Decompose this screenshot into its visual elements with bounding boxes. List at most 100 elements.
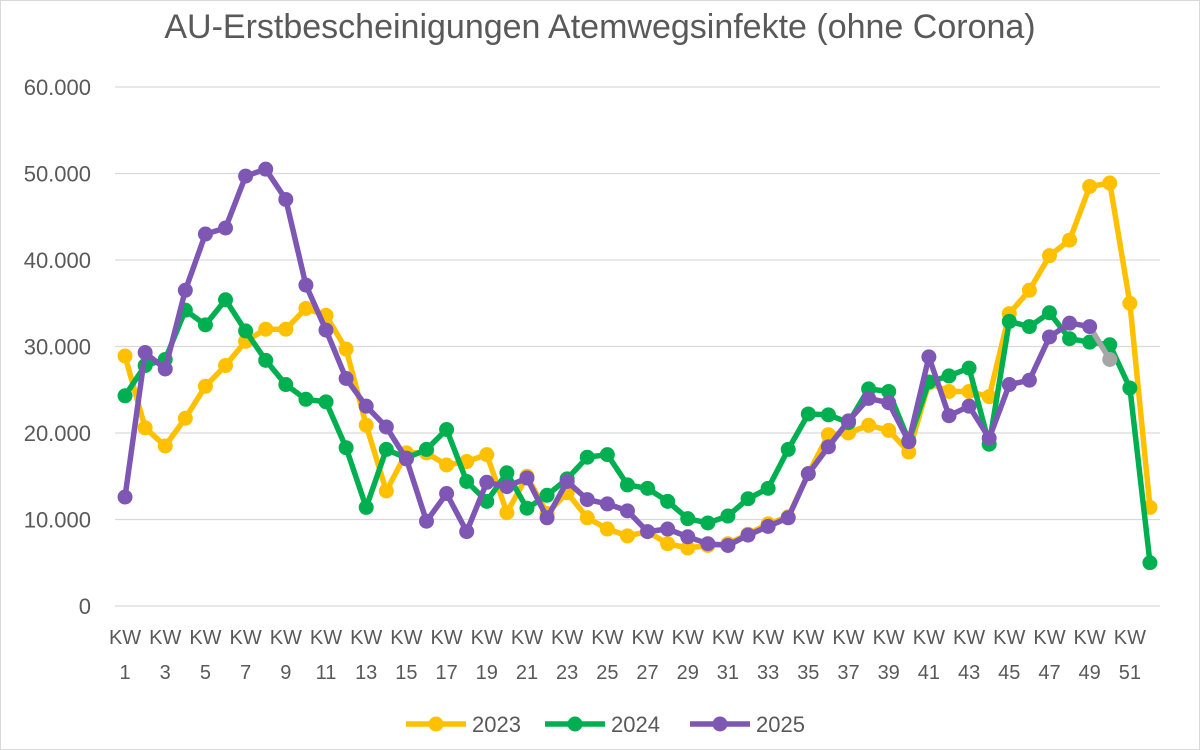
- series-line-2024: [122, 297, 1153, 566]
- data-point: [660, 493, 676, 509]
- data-point: [378, 441, 394, 457]
- data-point: [398, 451, 414, 467]
- x-tick-label: KW: [591, 627, 623, 649]
- x-tick-label: 51: [1119, 662, 1141, 684]
- x-tick-label: 3: [160, 662, 171, 684]
- data-point: [1062, 331, 1078, 347]
- data-point: [640, 480, 656, 496]
- data-point: [117, 489, 133, 505]
- x-tick-label: KW: [752, 627, 784, 649]
- x-tick-label: KW: [873, 627, 905, 649]
- x-tick-label: 31: [717, 662, 739, 684]
- x-tick-label: KW: [1114, 627, 1146, 649]
- data-point: [318, 322, 334, 338]
- x-tick-label: KW: [1033, 627, 1065, 649]
- data-point: [901, 434, 917, 450]
- x-tick-label: 25: [596, 662, 618, 684]
- legend-label: 2025: [756, 712, 805, 737]
- data-point: [961, 398, 977, 414]
- data-point: [720, 537, 736, 553]
- data-point: [800, 406, 816, 422]
- x-tick-label: 17: [435, 662, 457, 684]
- data-point: [1041, 329, 1057, 345]
- x-tick-label: 35: [797, 662, 819, 684]
- data-point: [338, 371, 354, 387]
- data-point: [298, 391, 314, 407]
- y-tick-label: 50.000: [24, 162, 91, 187]
- chart-title: AU-Erstbescheinigungen Atemwegsinfekte (…: [164, 8, 1036, 46]
- data-point: [559, 473, 575, 489]
- data-point: [1021, 282, 1037, 298]
- data-point: [338, 440, 354, 456]
- x-tick-label: 43: [958, 662, 980, 684]
- data-point: [1021, 319, 1037, 335]
- x-tick-label: 49: [1079, 662, 1101, 684]
- data-point: [901, 444, 917, 460]
- data-point: [579, 510, 595, 526]
- legend-swatch-marker: [712, 716, 728, 732]
- x-tick-label: KW: [551, 627, 583, 649]
- data-point: [599, 447, 615, 463]
- data-point: [499, 505, 515, 521]
- x-tick-label: KW: [953, 627, 985, 649]
- x-tick-label: KW: [270, 627, 302, 649]
- data-point: [740, 527, 756, 543]
- data-point: [177, 282, 193, 298]
- data-point: [981, 389, 997, 405]
- data-point: [619, 477, 635, 493]
- data-point: [640, 524, 656, 540]
- legend-item-2023: 2023: [406, 712, 521, 737]
- series-2025: [117, 161, 1118, 553]
- x-tick-label: 5: [200, 662, 211, 684]
- data-point: [861, 390, 877, 406]
- x-tick-label: 1: [119, 662, 130, 684]
- x-tick-label: KW: [189, 627, 221, 649]
- data-point: [1082, 178, 1098, 194]
- data-point: [660, 536, 676, 552]
- data-point: [479, 474, 495, 490]
- data-point: [338, 341, 354, 357]
- legend-label: 2024: [611, 712, 660, 737]
- x-tick-label: 15: [395, 662, 417, 684]
- legend-item-2025: 2025: [690, 712, 805, 737]
- x-tick-label: 29: [677, 662, 699, 684]
- data-point: [1082, 334, 1098, 350]
- data-point: [981, 430, 997, 446]
- x-tick-label: KW: [430, 627, 462, 649]
- x-tick-label: KW: [631, 627, 663, 649]
- x-tick-label: 21: [516, 662, 538, 684]
- data-point: [197, 378, 213, 394]
- data-point: [378, 483, 394, 499]
- x-tick-label: 37: [837, 662, 859, 684]
- x-tick-label: 33: [757, 662, 779, 684]
- data-point: [1001, 377, 1017, 393]
- data-point: [1001, 313, 1017, 329]
- x-tick-label: 13: [355, 662, 377, 684]
- data-point: [619, 503, 635, 519]
- x-tick-label: 39: [878, 662, 900, 684]
- x-tick-label: 23: [556, 662, 578, 684]
- data-point: [599, 521, 615, 537]
- series-line-2023: [122, 180, 1153, 551]
- x-tick-label: KW: [310, 627, 342, 649]
- legend-swatch-marker: [428, 716, 444, 732]
- data-point: [157, 361, 173, 377]
- x-tick-label: KW: [792, 627, 824, 649]
- data-point: [1122, 295, 1138, 311]
- data-point: [1082, 319, 1098, 335]
- x-tick-label: 7: [240, 662, 251, 684]
- data-point: [137, 345, 153, 361]
- data-point: [278, 191, 294, 207]
- x-tick-label: KW: [149, 627, 181, 649]
- x-tick-label: KW: [109, 627, 141, 649]
- data-point: [941, 383, 957, 399]
- legend-label: 2023: [472, 712, 521, 737]
- data-point: [519, 470, 535, 486]
- data-point: [197, 226, 213, 242]
- y-tick-label: 10.000: [24, 508, 91, 533]
- data-point: [720, 508, 736, 524]
- data-point: [238, 168, 254, 184]
- data-point: [258, 352, 274, 368]
- data-point: [278, 377, 294, 393]
